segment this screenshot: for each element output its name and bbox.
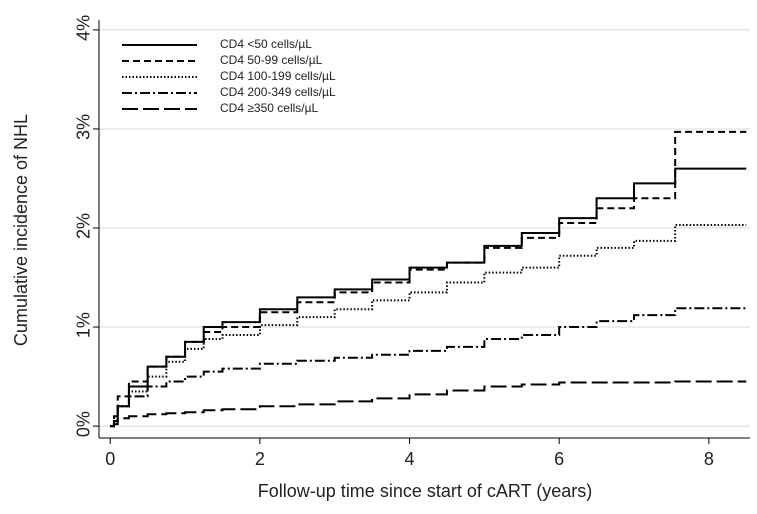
step-line <box>110 380 747 428</box>
step-line <box>110 224 747 428</box>
legend-label: CD4 200-349 cells/µL <box>220 85 336 99</box>
x-tick-label: 8 <box>704 449 714 469</box>
x-tick-label: 6 <box>554 449 564 469</box>
y-tick-label: 1% <box>74 312 94 338</box>
legend-label: CD4 100-199 cells/µL <box>220 69 336 83</box>
x-tick-label: 0 <box>105 449 115 469</box>
legend-label: CD4 ≥350 cells/µL <box>220 101 319 115</box>
y-tick-label: 4% <box>74 15 94 41</box>
step-line <box>110 167 747 428</box>
y-tick-label: 2% <box>74 213 94 239</box>
x-tick-label: 2 <box>255 449 265 469</box>
y-axis-label: Cumulative incidence of NHL <box>11 114 31 346</box>
step-line <box>110 307 747 428</box>
x-tick-label: 4 <box>405 449 415 469</box>
y-tick-label: 3% <box>74 114 94 140</box>
legend-label: CD4 50-99 cells/µL <box>220 53 323 67</box>
legend-label: CD4 <50 cells/µL <box>220 37 312 51</box>
y-tick-label: 0% <box>74 411 94 437</box>
x-axis-label: Follow-up time since start of cART (year… <box>258 481 592 501</box>
step-line <box>110 130 747 428</box>
